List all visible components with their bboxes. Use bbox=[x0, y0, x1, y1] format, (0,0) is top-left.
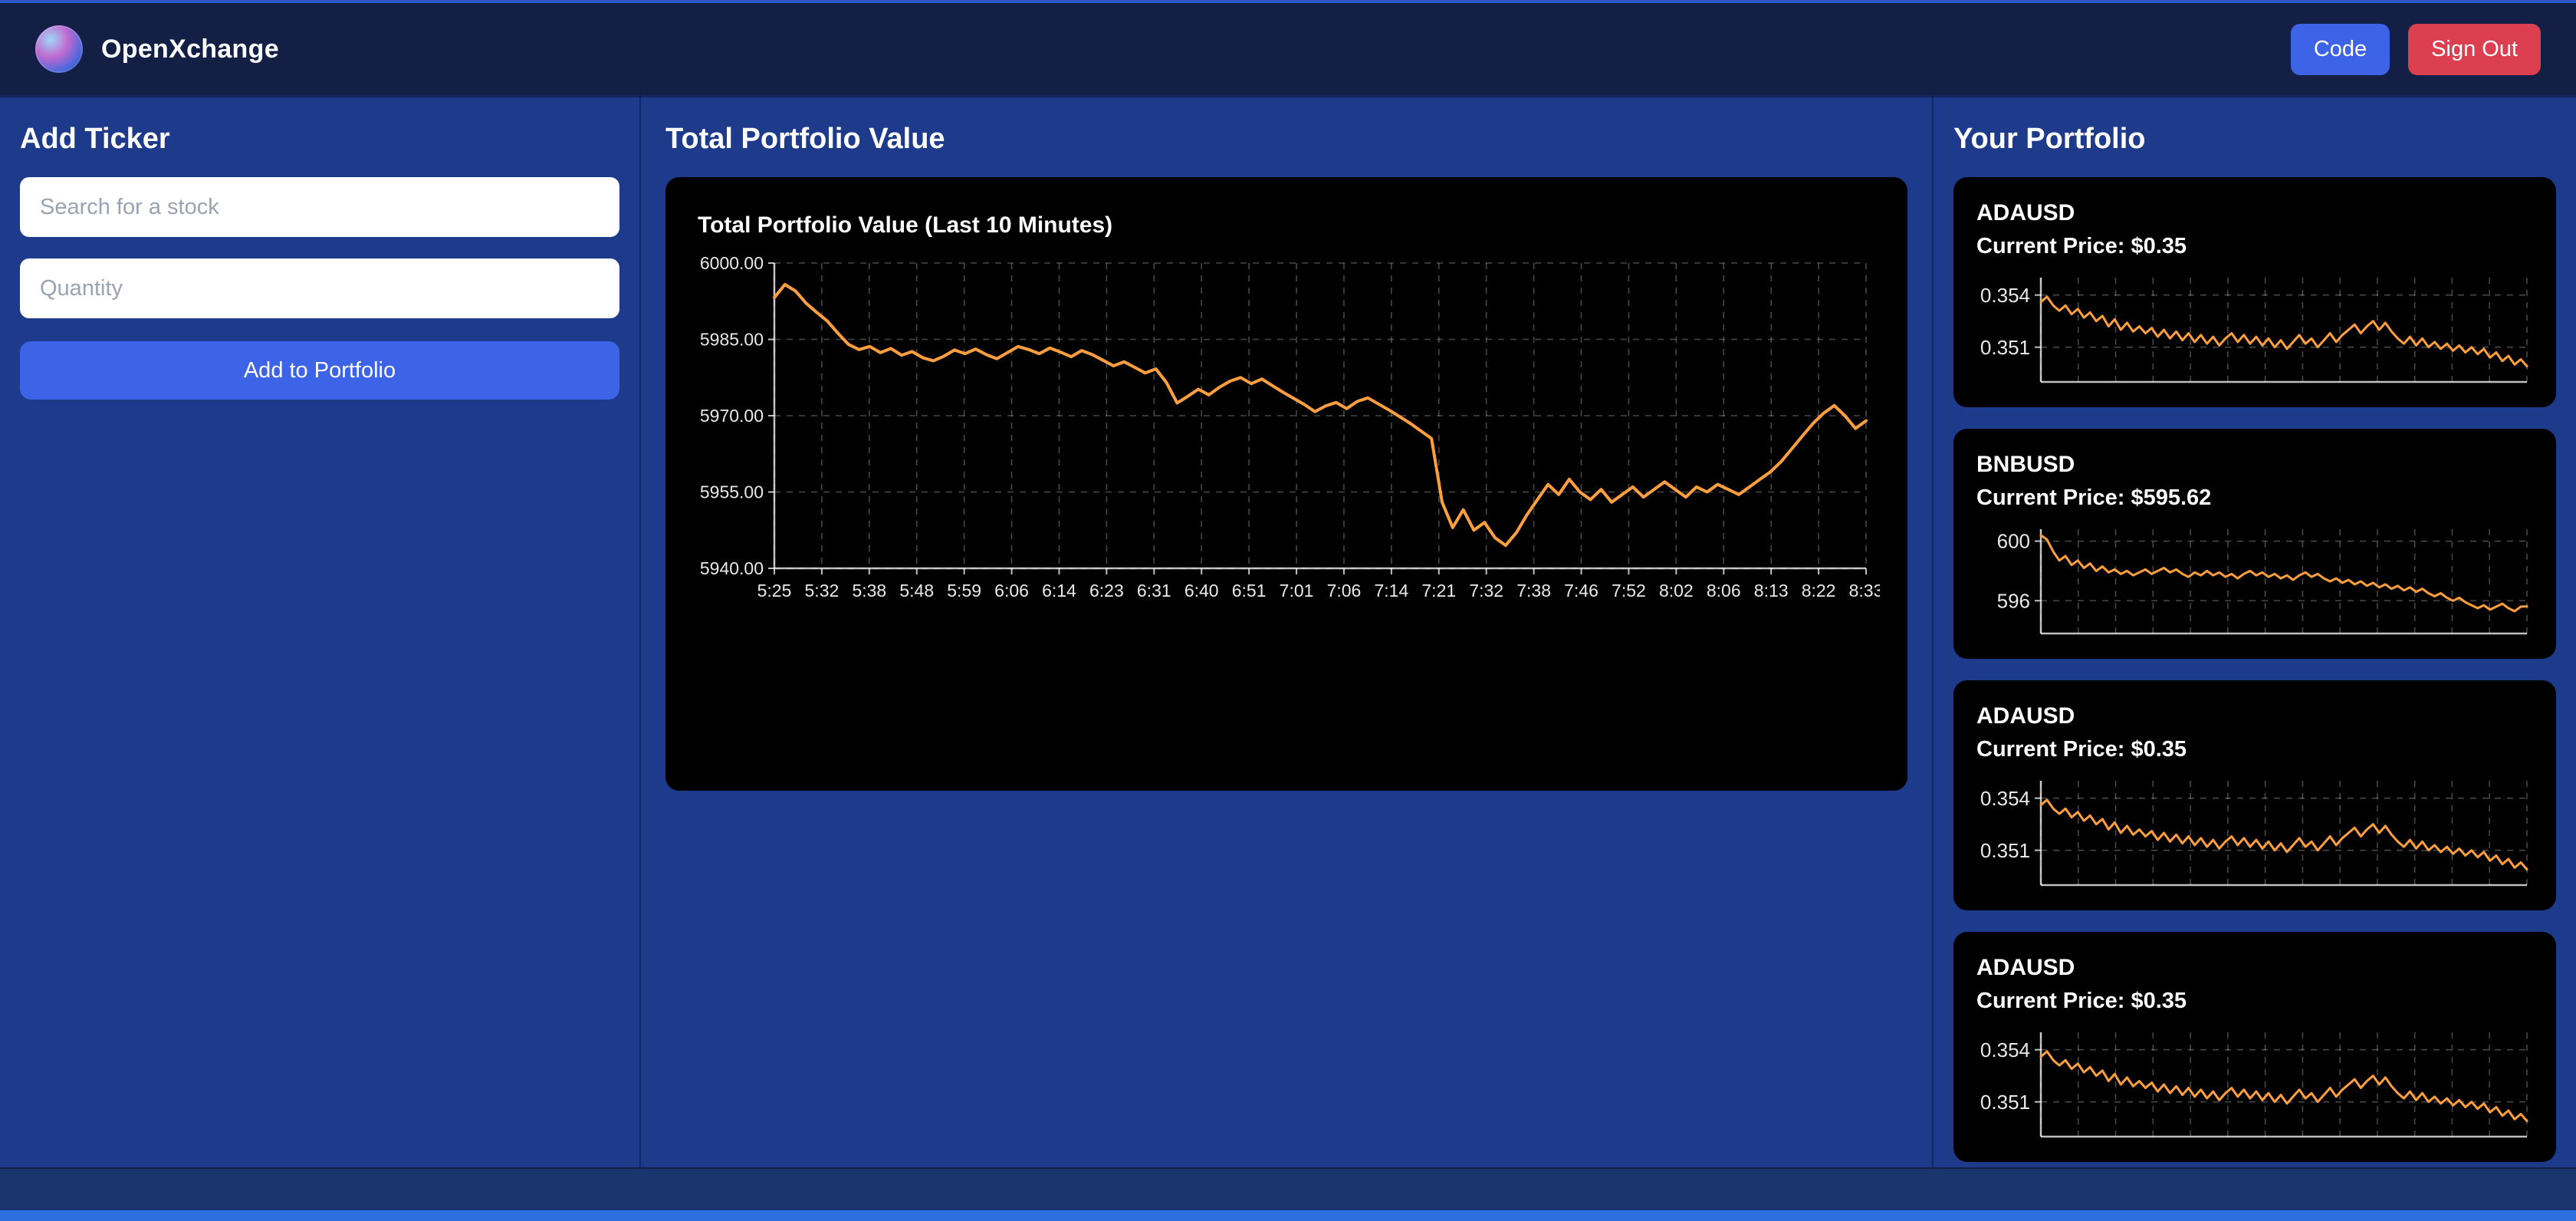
svg-text:8:06: 8:06 bbox=[1707, 581, 1741, 601]
holding-symbol: ADAUSD bbox=[1976, 200, 2075, 225]
svg-text:0.354: 0.354 bbox=[1980, 1038, 2030, 1061]
svg-text:7:52: 7:52 bbox=[1612, 581, 1646, 601]
svg-text:8:13: 8:13 bbox=[1754, 581, 1789, 601]
svg-text:5970.00: 5970.00 bbox=[700, 406, 764, 426]
portfolio-value-panel: Total Portfolio Value Total Portfolio Va… bbox=[641, 95, 1932, 1167]
svg-text:5:25: 5:25 bbox=[757, 581, 792, 601]
bottom-accent-strip bbox=[0, 1210, 2576, 1221]
svg-text:6000.00: 6000.00 bbox=[700, 253, 764, 273]
svg-text:6:23: 6:23 bbox=[1089, 581, 1124, 601]
app-title: OpenXchange bbox=[101, 34, 279, 64]
holding-symbol: ADAUSD bbox=[1976, 703, 2075, 729]
portfolio-chart-title: Total Portfolio Value (Last 10 Minutes) bbox=[698, 212, 1113, 238]
svg-text:0.351: 0.351 bbox=[1980, 1091, 2030, 1114]
svg-text:5940.00: 5940.00 bbox=[700, 558, 764, 578]
svg-text:0.351: 0.351 bbox=[1980, 839, 2030, 862]
your-portfolio-panel: Your Portfolio ADAUSD Current Price: $0.… bbox=[1932, 95, 2576, 1167]
app-header: OpenXchange Code Sign Out bbox=[0, 0, 2576, 95]
svg-text:7:14: 7:14 bbox=[1374, 581, 1408, 601]
svg-text:6:51: 6:51 bbox=[1232, 581, 1267, 601]
holding-mini-chart: 600 596 bbox=[1975, 522, 2535, 643]
holding-price: Current Price: $0.35 bbox=[1976, 234, 2187, 258]
svg-text:6:40: 6:40 bbox=[1184, 581, 1219, 601]
holding-symbol: BNBUSD bbox=[1976, 452, 2075, 477]
svg-text:600: 600 bbox=[1997, 530, 2030, 553]
holding-mini-chart: 0.354 0.351 bbox=[1975, 1025, 2535, 1146]
holding-price: Current Price: $595.62 bbox=[1976, 485, 2212, 510]
add-to-portfolio-button[interactable]: Add to Portfolio bbox=[20, 341, 619, 400]
svg-text:7:46: 7:46 bbox=[1564, 581, 1598, 601]
svg-text:6:06: 6:06 bbox=[994, 581, 1029, 601]
svg-text:8:02: 8:02 bbox=[1659, 581, 1694, 601]
svg-text:7:21: 7:21 bbox=[1421, 581, 1456, 601]
svg-text:6:31: 6:31 bbox=[1137, 581, 1171, 601]
your-portfolio-heading: Your Portfolio bbox=[1953, 123, 2146, 155]
sign-out-button[interactable]: Sign Out bbox=[2408, 23, 2541, 75]
main-content: Add Ticker Add to Portfolio Total Portfo… bbox=[0, 95, 2576, 1167]
svg-text:5:38: 5:38 bbox=[852, 581, 886, 601]
holding-card-adausd-1: ADAUSD Current Price: $0.35 0.354 0.351 bbox=[1953, 177, 2556, 407]
svg-text:5985.00: 5985.00 bbox=[700, 330, 764, 350]
stock-search-input[interactable] bbox=[20, 177, 619, 237]
svg-text:7:01: 7:01 bbox=[1280, 581, 1314, 601]
holding-card-adausd-3: ADAUSD Current Price: $0.35 0.354 0.351 bbox=[1953, 932, 2556, 1162]
quantity-input[interactable] bbox=[20, 258, 619, 318]
svg-text:8:33: 8:33 bbox=[1849, 581, 1880, 601]
portfolio-value-heading: Total Portfolio Value bbox=[665, 123, 945, 155]
holding-mini-chart: 0.354 0.351 bbox=[1975, 270, 2535, 391]
svg-text:7:38: 7:38 bbox=[1516, 581, 1551, 601]
svg-text:5955.00: 5955.00 bbox=[700, 482, 764, 502]
holding-price: Current Price: $0.35 bbox=[1976, 737, 2187, 762]
svg-text:8:22: 8:22 bbox=[1802, 581, 1836, 601]
footer bbox=[0, 1167, 2576, 1210]
svg-text:7:06: 7:06 bbox=[1327, 581, 1362, 601]
svg-text:5:59: 5:59 bbox=[947, 581, 981, 601]
svg-text:0.354: 0.354 bbox=[1980, 787, 2030, 810]
add-ticker-heading: Add Ticker bbox=[20, 123, 170, 155]
code-button[interactable]: Code bbox=[2290, 23, 2390, 75]
holding-card-bnbusd: BNBUSD Current Price: $595.62 600 596 bbox=[1953, 429, 2556, 659]
svg-text:5:32: 5:32 bbox=[805, 581, 840, 601]
svg-text:0.351: 0.351 bbox=[1980, 336, 2030, 359]
portfolio-chart-card: Total Portfolio Value (Last 10 Minutes) … bbox=[665, 177, 1907, 791]
brand-group: OpenXchange bbox=[35, 25, 279, 73]
svg-text:6:14: 6:14 bbox=[1042, 581, 1076, 601]
holding-price: Current Price: $0.35 bbox=[1976, 989, 2187, 1013]
header-actions: Code Sign Out bbox=[2290, 23, 2541, 75]
svg-text:7:32: 7:32 bbox=[1469, 581, 1503, 601]
svg-text:5:48: 5:48 bbox=[899, 581, 934, 601]
holding-mini-chart: 0.354 0.351 bbox=[1975, 773, 2535, 894]
add-ticker-panel: Add Ticker Add to Portfolio bbox=[0, 95, 641, 1167]
portfolio-line-chart: 6000.00 5985.00 5970.00 5955.00 5940.00 5:25 5… bbox=[693, 252, 1884, 613]
svg-text:596: 596 bbox=[1997, 589, 2030, 612]
holding-card-adausd-2: ADAUSD Current Price: $0.35 0.354 0.351 bbox=[1953, 680, 2556, 910]
app-logo-icon bbox=[35, 25, 83, 73]
svg-text:0.354: 0.354 bbox=[1980, 284, 2030, 307]
holding-symbol: ADAUSD bbox=[1976, 955, 2075, 980]
